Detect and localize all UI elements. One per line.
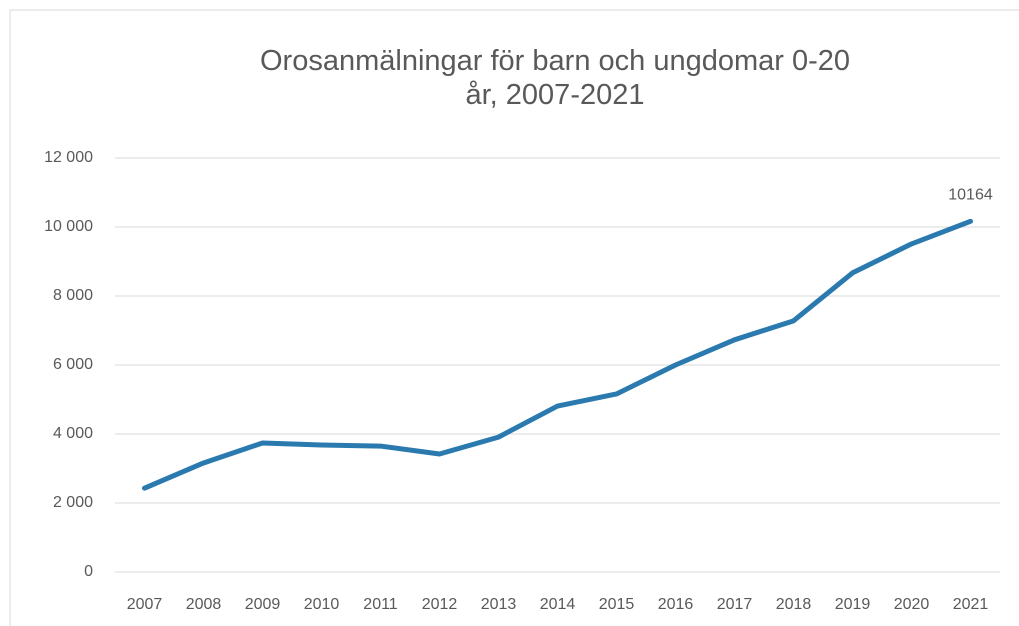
y-tick-label: 0 (84, 563, 93, 580)
x-tick-label: 2010 (304, 596, 340, 613)
y-tick-label: 12 000 (44, 149, 93, 166)
x-tick-label: 2016 (658, 596, 694, 613)
x-tick-label: 2017 (717, 596, 753, 613)
y-tick-label: 2 000 (53, 494, 93, 511)
y-tick-label: 6 000 (53, 356, 93, 373)
x-tick-label: 2011 (363, 596, 398, 613)
x-tick-label: 2021 (953, 596, 989, 613)
x-tick-label: 2012 (422, 596, 458, 613)
x-tick-label: 2007 (127, 596, 163, 613)
x-tick-label: 2013 (481, 596, 517, 613)
line-series (142, 218, 973, 491)
x-tick-label: 2015 (599, 596, 635, 613)
x-tick-label: 2014 (540, 596, 576, 613)
y-tick-label: 8 000 (53, 287, 93, 304)
chart-title: Orosanmälningar för barn och ungdomar 0-… (260, 45, 850, 111)
x-tick-label: 2019 (835, 596, 871, 613)
y-tick-label: 10 000 (44, 218, 93, 235)
x-tick-label: 2008 (186, 596, 222, 613)
chart-frame (9, 9, 1019, 626)
data-label: 10164 (948, 187, 993, 204)
x-tick-label: 2009 (245, 596, 281, 613)
x-tick-label: 2018 (776, 596, 812, 613)
x-tick-label: 2020 (894, 596, 930, 613)
y-tick-label: 4 000 (53, 425, 93, 442)
